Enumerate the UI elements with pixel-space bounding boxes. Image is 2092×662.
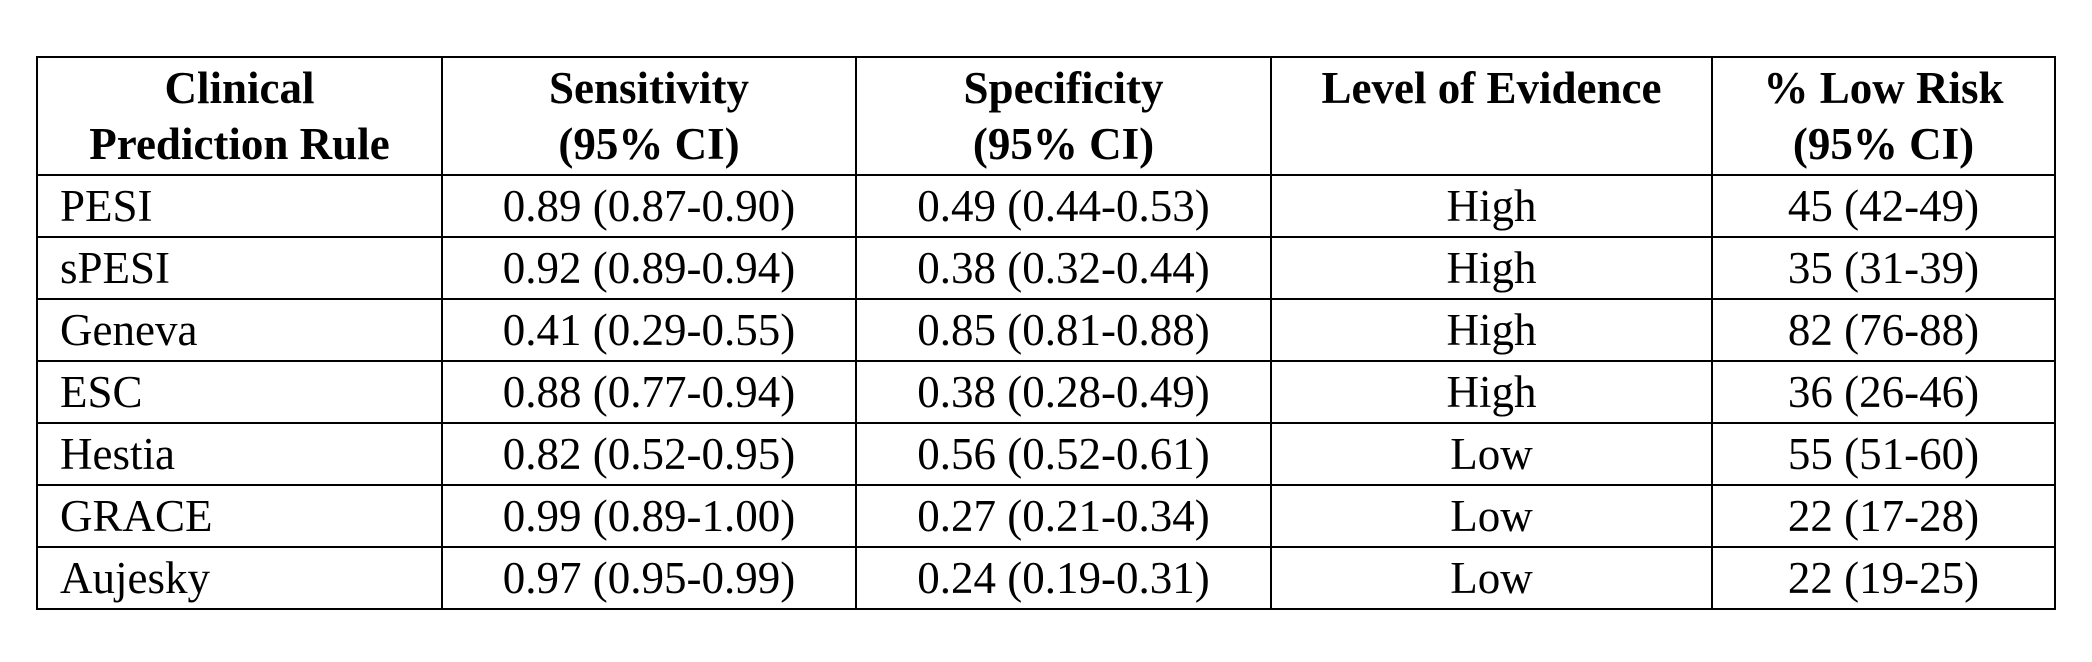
cell-evidence: High: [1270, 298, 1713, 362]
cell-evidence: High: [1270, 174, 1713, 238]
cell-specificity: 0.85 (0.81-0.88): [855, 298, 1272, 362]
cell-evidence: Low: [1270, 546, 1713, 610]
cell-low-risk: 22 (17-28): [1711, 484, 2056, 548]
cell-low-risk: 45 (42-49): [1711, 174, 2056, 238]
cell-rule: Aujesky: [36, 546, 443, 610]
header-low-risk: % Low Risk (95% CI): [1711, 56, 2056, 176]
header-line: Specificity: [963, 63, 1164, 113]
cell-evidence: Low: [1270, 422, 1713, 486]
cell-low-risk: 36 (26-46): [1711, 360, 2056, 424]
table-container: Clinical Prediction Rule Sensitivity (95…: [36, 56, 2056, 610]
header-line: Prediction Rule: [89, 119, 390, 169]
table-row: sPESI 0.92 (0.89-0.94) 0.38 (0.32-0.44) …: [36, 236, 2056, 300]
cell-evidence: High: [1270, 236, 1713, 300]
header-line: Sensitivity: [548, 63, 750, 113]
cell-sensitivity: 0.99 (0.89-1.00): [441, 484, 857, 548]
prediction-rules-table: Clinical Prediction Rule Sensitivity (95…: [36, 56, 2056, 610]
cell-low-risk: 82 (76-88): [1711, 298, 2056, 362]
cell-sensitivity: 0.88 (0.77-0.94): [441, 360, 857, 424]
cell-rule: PESI: [36, 174, 443, 238]
cell-evidence: Low: [1270, 484, 1713, 548]
cell-evidence: High: [1270, 360, 1713, 424]
header-line: (95% CI): [972, 119, 1155, 169]
cell-specificity: 0.24 (0.19-0.31): [855, 546, 1272, 610]
header-line: (95% CI): [1792, 119, 1975, 169]
cell-specificity: 0.38 (0.28-0.49): [855, 360, 1272, 424]
table-row: ESC 0.88 (0.77-0.94) 0.38 (0.28-0.49) Hi…: [36, 360, 2056, 424]
table-row: GRACE 0.99 (0.89-1.00) 0.27 (0.21-0.34) …: [36, 484, 2056, 548]
header-row: Clinical Prediction Rule Sensitivity (95…: [36, 56, 2056, 176]
header-sensitivity: Sensitivity (95% CI): [441, 56, 857, 176]
cell-sensitivity: 0.82 (0.52-0.95): [441, 422, 857, 486]
header-clinical-prediction-rule: Clinical Prediction Rule: [36, 56, 443, 176]
cell-specificity: 0.56 (0.52-0.61): [855, 422, 1272, 486]
header-line: Clinical: [164, 63, 315, 113]
cell-rule: ESC: [36, 360, 443, 424]
cell-sensitivity: 0.89 (0.87-0.90): [441, 174, 857, 238]
cell-low-risk: 22 (19-25): [1711, 546, 2056, 610]
table-row: Geneva 0.41 (0.29-0.55) 0.85 (0.81-0.88)…: [36, 298, 2056, 362]
header-specificity: Specificity (95% CI): [855, 56, 1272, 176]
table-row: PESI 0.89 (0.87-0.90) 0.49 (0.44-0.53) H…: [36, 174, 2056, 238]
table-row: Hestia 0.82 (0.52-0.95) 0.56 (0.52-0.61)…: [36, 422, 2056, 486]
cell-specificity: 0.38 (0.32-0.44): [855, 236, 1272, 300]
cell-sensitivity: 0.97 (0.95-0.99): [441, 546, 857, 610]
header-line: Level of Evidence: [1321, 63, 1662, 113]
cell-rule: GRACE: [36, 484, 443, 548]
header-line: (95% CI): [558, 119, 740, 169]
header-level-of-evidence: Level of Evidence: [1270, 56, 1713, 176]
table-row: Aujesky 0.97 (0.95-0.99) 0.24 (0.19-0.31…: [36, 546, 2056, 610]
cell-sensitivity: 0.41 (0.29-0.55): [441, 298, 857, 362]
header-line: % Low Risk: [1763, 63, 2004, 113]
cell-low-risk: 35 (31-39): [1711, 236, 2056, 300]
cell-specificity: 0.27 (0.21-0.34): [855, 484, 1272, 548]
cell-rule: Hestia: [36, 422, 443, 486]
cell-rule: sPESI: [36, 236, 443, 300]
cell-specificity: 0.49 (0.44-0.53): [855, 174, 1272, 238]
cell-sensitivity: 0.92 (0.89-0.94): [441, 236, 857, 300]
cell-rule: Geneva: [36, 298, 443, 362]
cell-low-risk: 55 (51-60): [1711, 422, 2056, 486]
